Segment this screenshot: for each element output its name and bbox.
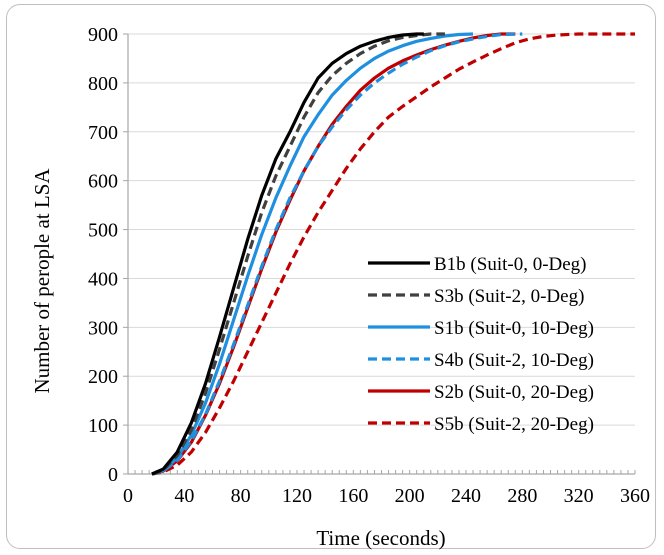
legend-entry: S3b (Suit-2, 0-Deg): [434, 286, 584, 307]
axes: [123, 33, 636, 475]
series-line: [151, 32, 474, 476]
y-tick-label: 700: [88, 122, 118, 144]
y-axis-label: Number of perople at LSA: [30, 168, 54, 394]
x-tick-label: 160: [338, 485, 368, 507]
x-tick-label: 280: [507, 485, 537, 507]
series-line: [151, 32, 523, 476]
y-tick-labels: 0 100 200 300 400 500 600 700 800 900: [88, 24, 118, 486]
series-line: [151, 32, 635, 476]
legend-entry: S2b (Suit-0, 20-Deg): [434, 382, 594, 403]
legend: B1b (Suit-0, 0-Deg) S3b (Suit-2, 0-Deg) S1…: [368, 254, 594, 435]
x-axis-label: Time (seconds): [316, 526, 445, 550]
x-tick-label: 320: [564, 485, 594, 507]
x-tick-label: 40: [174, 485, 194, 507]
legend-entry: S1b (Suit-0, 10-Deg): [434, 318, 594, 339]
y-tick-label: 100: [88, 415, 118, 437]
x-tick-label: 0: [123, 485, 133, 507]
y-tick-label: 0: [108, 464, 118, 486]
legend-entry: S4b (Suit-2, 10-Deg): [434, 350, 594, 371]
y-tick-label: 300: [88, 317, 118, 339]
legend-entry: B1b (Suit-0, 0-Deg): [434, 254, 587, 275]
x-tick-label: 360: [620, 485, 650, 507]
y-tick-label: 600: [88, 171, 118, 193]
x-tick-labels: 0 40 80 120 160 200 240 280 320 360: [123, 485, 650, 507]
legend-entry: S5b (Suit-2, 20-Deg): [434, 414, 594, 435]
series-line: [151, 32, 424, 476]
x-tick-label: 80: [231, 485, 251, 507]
series-lines: [151, 32, 635, 476]
x-tick-label: 120: [282, 485, 312, 507]
series-line: [151, 32, 445, 476]
x-tick-label: 240: [451, 485, 481, 507]
y-tick-label: 200: [88, 366, 118, 388]
y-tick-label: 900: [88, 24, 118, 46]
y-tick-label: 500: [88, 220, 118, 242]
x-tick-label: 200: [395, 485, 425, 507]
y-tick-label: 800: [88, 73, 118, 95]
y-tick-label: 400: [88, 268, 118, 290]
